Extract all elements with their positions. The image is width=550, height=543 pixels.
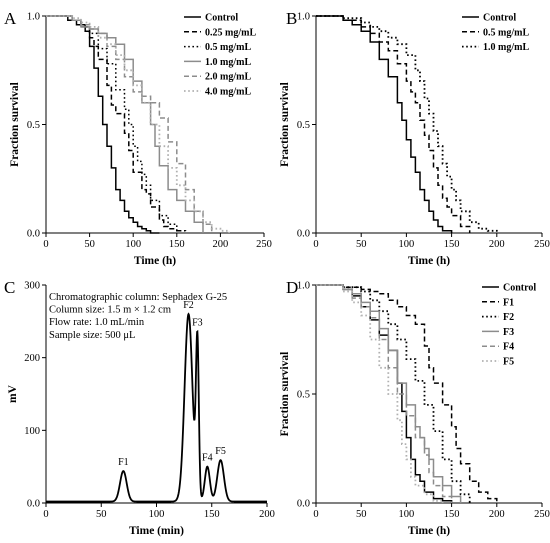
x-tick-label: 200 <box>259 509 275 520</box>
x-tick-label: 250 <box>534 509 550 520</box>
x-tick-label: 100 <box>399 239 415 250</box>
series-line-f4 <box>316 284 453 503</box>
peak-label: F2 <box>183 300 194 311</box>
x-tick-label: 0 <box>313 509 318 520</box>
x-tick-label: 150 <box>169 239 185 250</box>
legend-label: F4 <box>503 342 514 353</box>
y-axis-label: mV <box>7 384 19 403</box>
series-line-control <box>316 15 453 233</box>
x-tick-label: 50 <box>96 509 107 520</box>
series-line-f1 <box>316 284 498 503</box>
legend-label: Control <box>503 283 536 294</box>
y-axis-label: Fraction survival <box>279 82 291 167</box>
panel-d: D 0 50 100 150 200 250 0.0 0.5 1.0 Time (h) Fractio… <box>279 278 550 537</box>
panel-label: C <box>4 278 15 297</box>
y-tick-label: 0.0 <box>27 499 40 510</box>
y-axis-label: Fraction survival <box>279 352 291 437</box>
series-line-1-0-mg-ml <box>316 15 498 233</box>
peak-label: F1 <box>118 457 129 468</box>
y-tick-label: 0.5 <box>27 120 40 131</box>
x-axis-label: Time (min) <box>129 525 184 537</box>
legend: Control 0.25 mg/mL 0.5 mg/mL 1.0 mg/mL 2.0 m… <box>184 13 256 98</box>
x-tick-label: 100 <box>149 509 165 520</box>
y-axis-label: Fraction survival <box>9 82 21 167</box>
series-line-control <box>46 15 160 234</box>
x-tick-label: 100 <box>399 509 415 520</box>
x-axis-label: Time (h) <box>408 255 450 267</box>
legend-label: Control <box>205 13 238 24</box>
info-line: Sample size: 500 μL <box>49 330 135 341</box>
x-tick-label: 250 <box>256 239 272 250</box>
x-tick-label: 50 <box>356 509 367 520</box>
x-tick-label: 0 <box>313 239 318 250</box>
column-info: Chromatographic column: Sephadex G-25 Col… <box>49 292 227 341</box>
x-axis-label: Time (h) <box>134 255 176 267</box>
legend-label: 1.0 mg/mL <box>483 42 529 53</box>
series-line-f2 <box>316 284 471 503</box>
panel-b: B 0 50 100 150 200 250 0.0 0.5 1.0 Time (h) Fractio… <box>279 9 550 267</box>
y-tick-label: 0.5 <box>297 120 310 131</box>
panel-a: A 0 50 100 150 200 250 0.0 0.5 1.0 Time (h) Fractio… <box>4 9 272 267</box>
legend: Control 0.5 mg/mL 1.0 mg/mL <box>462 13 529 53</box>
info-line: Column size: 1.5 m × 1.2 cm <box>49 305 171 316</box>
x-tick-label: 150 <box>444 239 460 250</box>
y-tick-label: 1.0 <box>297 12 310 23</box>
series-line-control <box>316 284 453 503</box>
series-line-0-5-mg-ml <box>46 15 187 233</box>
x-tick-label: 50 <box>84 239 95 250</box>
x-tick-label: 150 <box>444 509 460 520</box>
y-tick-label: 300 <box>24 281 40 292</box>
legend-label: F3 <box>503 327 514 338</box>
info-line: Chromatographic column: Sephadex G-25 <box>49 292 227 303</box>
legend-label: 4.0 mg/mL <box>205 87 251 98</box>
x-tick-label: 0 <box>43 509 48 520</box>
x-tick-label: 50 <box>356 239 367 250</box>
legend-label: 0.5 mg/mL <box>205 42 251 53</box>
panel-label: B <box>286 9 297 28</box>
series-line-0-5-mg-ml <box>316 15 471 233</box>
series-line-f5 <box>316 284 444 503</box>
info-line: Flow rate: 1.0 mL/min <box>49 317 145 328</box>
x-axis-label: Time (h) <box>408 525 450 537</box>
series-line-0-25-mg-ml <box>46 15 182 233</box>
legend-label: F5 <box>503 357 514 368</box>
legend-label: Control <box>483 13 516 24</box>
y-tick-label: 0.5 <box>297 390 310 401</box>
x-tick-label: 100 <box>125 239 141 250</box>
legend: Control F1 F2 F3 F4 F5 <box>482 283 536 368</box>
legend-label: 0.25 mg/mL <box>205 27 256 38</box>
y-tick-label: 1.0 <box>27 12 40 23</box>
legend-label: 0.5 mg/mL <box>483 27 529 38</box>
x-tick-label: 250 <box>534 239 550 250</box>
y-tick-label: 1.0 <box>297 281 310 292</box>
legend-label: F1 <box>503 297 514 308</box>
y-tick-label: 200 <box>24 353 40 364</box>
y-tick-label: 0.0 <box>297 229 310 240</box>
peak-label: F5 <box>215 446 226 457</box>
series-line-2-0-mg-ml <box>46 15 213 233</box>
x-tick-label: 200 <box>213 239 229 250</box>
legend-label: F2 <box>503 312 514 323</box>
legend-label: 2.0 mg/mL <box>205 72 251 83</box>
panel-c: C 0 50 100 150 200 0.0 100 200 300 Time (min) mV F1 F… <box>4 278 275 537</box>
x-tick-label: 200 <box>489 509 505 520</box>
panel-label: A <box>4 9 17 28</box>
legend-label: 1.0 mg/mL <box>205 57 251 68</box>
y-tick-label: 0.0 <box>27 229 40 240</box>
series-line-4-0-mg-ml <box>46 15 230 233</box>
x-tick-label: 0 <box>43 239 48 250</box>
x-tick-label: 150 <box>204 509 220 520</box>
peak-label: F3 <box>192 318 203 329</box>
panel-label: D <box>286 278 298 297</box>
x-tick-label: 200 <box>489 239 505 250</box>
y-tick-label: 0.0 <box>297 499 310 510</box>
y-tick-label: 100 <box>24 426 40 437</box>
peak-label: F4 <box>202 453 213 464</box>
chromatogram-line <box>46 312 267 503</box>
